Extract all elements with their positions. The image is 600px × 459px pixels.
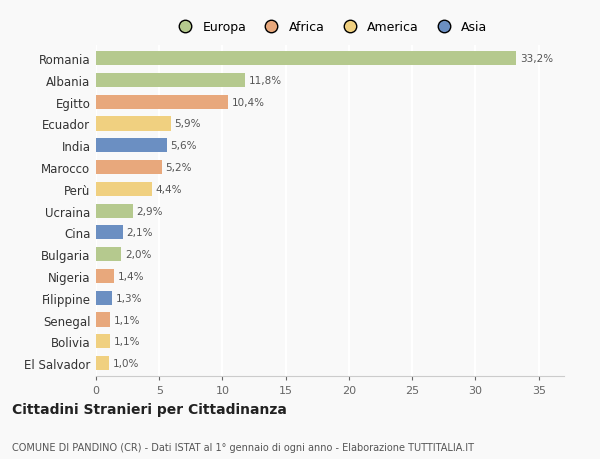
- Bar: [96, 117, 170, 131]
- Text: 4,4%: 4,4%: [155, 185, 182, 195]
- Bar: [96, 182, 152, 196]
- Bar: [96, 139, 167, 153]
- Bar: [96, 204, 133, 218]
- Text: Cittadini Stranieri per Cittadinanza: Cittadini Stranieri per Cittadinanza: [12, 402, 287, 416]
- Text: 5,6%: 5,6%: [170, 141, 197, 151]
- Text: 1,4%: 1,4%: [118, 271, 144, 281]
- Bar: [96, 52, 516, 66]
- Bar: [96, 269, 114, 284]
- Text: 1,3%: 1,3%: [116, 293, 143, 303]
- Text: 5,2%: 5,2%: [166, 162, 192, 173]
- Legend: Europa, Africa, America, Asia: Europa, Africa, America, Asia: [170, 18, 490, 36]
- Text: 11,8%: 11,8%: [249, 76, 282, 86]
- Text: 10,4%: 10,4%: [232, 97, 265, 107]
- Bar: [96, 313, 110, 327]
- Bar: [96, 291, 112, 305]
- Text: 1,0%: 1,0%: [112, 358, 139, 368]
- Bar: [96, 73, 245, 88]
- Text: 1,1%: 1,1%: [114, 315, 140, 325]
- Text: COMUNE DI PANDINO (CR) - Dati ISTAT al 1° gennaio di ogni anno - Elaborazione TU: COMUNE DI PANDINO (CR) - Dati ISTAT al 1…: [12, 442, 474, 452]
- Bar: [96, 95, 227, 110]
- Bar: [96, 247, 121, 262]
- Text: 1,1%: 1,1%: [114, 336, 140, 347]
- Text: 5,9%: 5,9%: [175, 119, 201, 129]
- Bar: [96, 226, 122, 240]
- Bar: [96, 161, 162, 175]
- Text: 2,0%: 2,0%: [125, 250, 151, 260]
- Text: 33,2%: 33,2%: [520, 54, 553, 64]
- Text: 2,9%: 2,9%: [136, 206, 163, 216]
- Text: 2,1%: 2,1%: [127, 228, 153, 238]
- Bar: [96, 356, 109, 370]
- Bar: [96, 335, 110, 349]
